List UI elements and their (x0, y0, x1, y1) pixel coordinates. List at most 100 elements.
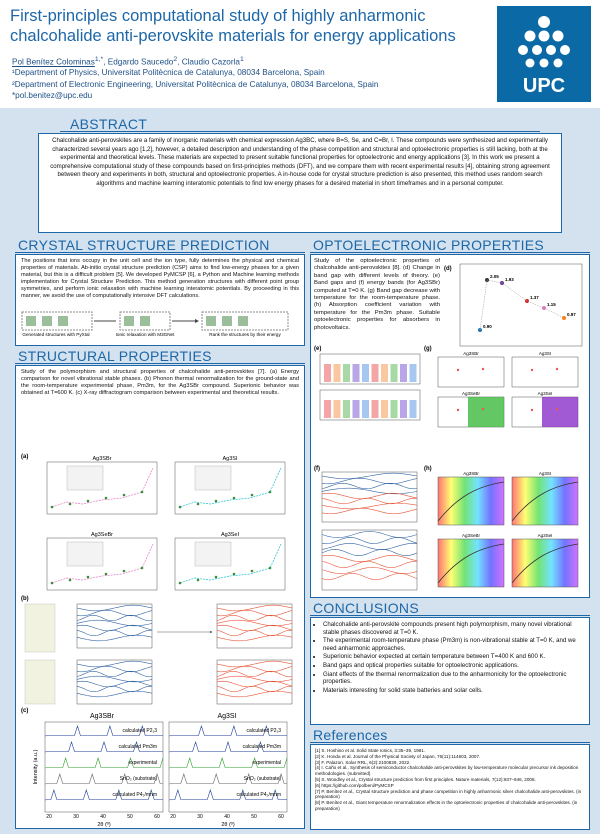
gap-point (530, 408, 534, 412)
spectrum (512, 477, 578, 525)
xrd-label: calculated Pm3m (119, 744, 157, 750)
section-heading: ABSTRACT (70, 116, 148, 132)
curve (216, 629, 293, 637)
reference-item: [1] S. Hoshino et al. Solid State Ionics… (315, 748, 426, 753)
xrd-pattern (168, 740, 287, 753)
gap-bar (324, 400, 331, 418)
author: Claudio Cazorla (181, 57, 240, 67)
gap-bar (390, 400, 398, 418)
gap-label: 1.15 (547, 302, 556, 307)
curve (321, 487, 418, 495)
gap-point (456, 408, 460, 412)
energy-point (104, 572, 108, 576)
references-box: [1] S. Hoshino et al. Solid State Ionics… (310, 744, 590, 830)
panel-label: (g) (424, 346, 432, 352)
xrd-pattern (44, 756, 164, 769)
csp-box: The positions that ions occupy in the un… (15, 254, 305, 346)
conclusion-item: Chalcohalide anti-perovskite compounds p… (323, 621, 585, 636)
plot-frame (511, 356, 579, 388)
curve (321, 507, 418, 515)
csp-step: Ionic relaxation with M3GNet (116, 332, 175, 337)
curve (321, 483, 418, 490)
energy-line (179, 543, 282, 584)
x-tick-label: 40 (224, 814, 230, 820)
curve (76, 609, 153, 617)
plot-frame (321, 471, 418, 523)
gap-bar (400, 364, 407, 382)
xrd-label: calculated Pm3m (243, 744, 281, 750)
gap-point (542, 306, 546, 310)
gap-bar (362, 400, 369, 418)
csp-step: Generated structures with PyXtal (22, 332, 89, 337)
curve (216, 675, 293, 683)
spectrum (542, 397, 578, 427)
energy-point (50, 581, 54, 585)
curve (321, 537, 418, 544)
energy-point (50, 505, 54, 509)
x-tick-label: 50 (127, 814, 133, 820)
spectrum (438, 477, 504, 525)
energy-point (86, 499, 90, 503)
gap-bar (400, 400, 407, 418)
curve (216, 619, 293, 627)
x-tick-label: 50 (251, 814, 257, 820)
inset (66, 465, 104, 491)
author-sup: 1 (239, 56, 244, 63)
x-axis-label: 2θ (º) (97, 821, 110, 828)
plot-title: Ag3SeBr (462, 533, 481, 538)
energy-point (68, 578, 72, 582)
affiliation: ¹Department of Physics, Universitat Poli… (12, 68, 325, 77)
reference-item: [7] P. Benítez et al., Crystal structure… (315, 788, 582, 800)
curve (76, 624, 153, 632)
plot-frame (437, 538, 505, 588)
x-tick-label: 30 (73, 814, 79, 820)
plot-title: Ag3SeBr (462, 391, 481, 396)
energy-point (268, 566, 272, 570)
plot-title: Ag3SBr (90, 713, 115, 720)
plot-title: Ag3SeI (221, 532, 240, 538)
gap-bar (409, 364, 417, 382)
energy-point (140, 566, 144, 570)
plot-title: Ag3SeI (538, 391, 553, 396)
inset (194, 541, 232, 567)
curve (76, 660, 153, 668)
section-heading: OPTOELECTRONIC PROPERTIES (313, 237, 545, 253)
opto-figure: (d) 2.05 1.93 1.37 1.15 0.97 0.90 (e) (g) Ag3SBr A… (314, 263, 583, 591)
xrd-pattern (168, 788, 287, 801)
energy-point (232, 496, 236, 500)
absorption (437, 543, 505, 584)
curve (216, 609, 293, 617)
curve (321, 549, 418, 556)
curve (76, 671, 153, 678)
panel-label: (d) (444, 266, 452, 272)
rule (310, 252, 590, 253)
curve (216, 680, 293, 688)
xrd-pattern (44, 740, 163, 753)
plot-title: Ag3SI (539, 351, 551, 356)
rule (15, 252, 305, 253)
xrd-label: calculated P4₂/mnm (113, 792, 157, 798)
plot-frame (511, 538, 579, 588)
reference-item: [2] K. Honda et al. Journal of the Physi… (315, 753, 481, 759)
structural-text: Study of the polymorphism and structural… (21, 369, 299, 396)
gap-bar (371, 364, 379, 382)
curve (76, 680, 153, 688)
curve (76, 685, 153, 693)
spectrum (438, 539, 504, 587)
curve (76, 615, 153, 622)
x-tick-label: 20 (170, 814, 176, 820)
xrd-label: calculated P4₂/mnm (237, 792, 281, 798)
gap-label: 1.37 (530, 295, 539, 300)
gap-label: 0.90 (483, 324, 492, 329)
conclusions-box: Chalcohalide anti-perovskite compounds p… (310, 617, 590, 725)
gap-bar (390, 364, 398, 382)
gap-point (555, 407, 559, 411)
xrd-pattern (168, 724, 287, 737)
gap-point (481, 367, 485, 371)
plot-frame (459, 263, 583, 347)
energy-point (214, 499, 218, 503)
energy-point (250, 569, 254, 573)
x-tick-label: 30 (197, 814, 203, 820)
xrd-pattern (44, 788, 163, 801)
